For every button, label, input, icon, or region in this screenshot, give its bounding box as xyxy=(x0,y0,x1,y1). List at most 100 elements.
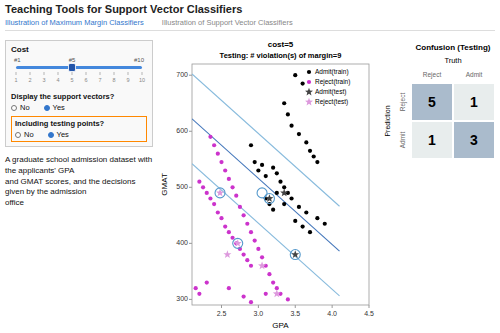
slider-tick-label: 8 xyxy=(112,77,115,83)
tab[interactable]: Illustration of Maximum Margin Classifie… xyxy=(5,18,144,27)
train-point xyxy=(238,205,242,209)
slider-tick xyxy=(44,72,45,75)
y-tick xyxy=(189,131,192,132)
train-point xyxy=(223,168,227,172)
page: Teaching Tools for Support Vector Classi… xyxy=(0,0,500,333)
slider-tick-label: 7 xyxy=(98,77,101,83)
train-point xyxy=(297,132,301,136)
train-point xyxy=(308,149,312,153)
slider-max-label: #10 xyxy=(134,57,145,63)
cm-cell xyxy=(412,84,452,120)
train-point xyxy=(249,300,253,304)
slider-tick xyxy=(58,72,59,75)
x-tick xyxy=(332,305,333,308)
boundary-line xyxy=(192,119,340,251)
train-point xyxy=(286,297,290,301)
y-tick-label: 300 xyxy=(176,295,188,302)
train-point xyxy=(208,196,212,200)
train-point xyxy=(271,280,275,284)
x-tick xyxy=(221,305,222,308)
radio-dot xyxy=(48,132,54,138)
radio-option[interactable]: Yes xyxy=(48,130,69,139)
train-point xyxy=(227,230,231,234)
plot-area xyxy=(192,73,340,304)
x-tick-label: 3.5 xyxy=(290,310,300,317)
slider-handle[interactable] xyxy=(69,64,76,72)
train-point xyxy=(197,292,201,296)
slider-tick-label: 9 xyxy=(126,77,129,83)
cm-cell xyxy=(454,84,494,120)
train-point xyxy=(293,73,297,77)
train-point xyxy=(245,222,249,226)
x-tick xyxy=(369,305,370,308)
x-axis-label: GPA xyxy=(272,321,289,330)
slider-tick-label: 4 xyxy=(56,77,59,83)
slider-tick xyxy=(16,72,17,75)
train-point xyxy=(293,219,297,223)
test-point xyxy=(273,290,281,298)
tabs: Illustration of Maximum Margin Classifie… xyxy=(5,18,495,31)
train-point xyxy=(201,185,205,189)
train-point xyxy=(275,171,279,175)
cm-cell-label: 1 xyxy=(428,132,436,148)
slider-tick xyxy=(72,72,73,75)
y-tick-label: 500 xyxy=(176,183,188,190)
cm-cell-label: 3 xyxy=(470,132,478,148)
y-tick xyxy=(189,75,192,76)
x-tick-label: 3.0 xyxy=(254,310,264,317)
train-point xyxy=(282,101,286,105)
train-point xyxy=(271,166,275,170)
legend-marker xyxy=(307,80,311,84)
x-tick-label: 4.0 xyxy=(327,310,337,317)
radio-option[interactable]: No xyxy=(15,130,34,139)
train-point xyxy=(249,143,253,147)
tab[interactable]: Illustration of Support Vector Classifie… xyxy=(162,18,293,27)
slider-tick-label: 2 xyxy=(28,77,31,83)
legend: Admit(train)Reject(train)Admit(test)Reje… xyxy=(305,68,350,106)
train-point xyxy=(282,202,286,206)
x-tick xyxy=(258,305,259,308)
radio-option[interactable]: Yes xyxy=(44,103,65,112)
x-tick xyxy=(295,305,296,308)
train-point xyxy=(219,160,223,164)
cm-row-label: Reject xyxy=(399,93,407,112)
train-point xyxy=(219,216,223,220)
train-point xyxy=(323,222,327,226)
radio-option[interactable]: No xyxy=(11,103,30,112)
slider-tick xyxy=(30,72,31,75)
slider-tick xyxy=(86,72,87,75)
y-tick-label: 600 xyxy=(176,127,188,134)
train-point xyxy=(271,208,275,212)
control-panel: Cost#1#5#1012345678910Display the suppor… xyxy=(5,40,153,209)
train-point xyxy=(297,205,301,209)
train-point xyxy=(197,180,201,184)
slider-tick-label: 5 xyxy=(70,77,73,83)
radio-group: Display the support vectors?NoYes xyxy=(11,92,147,112)
test-point xyxy=(291,250,299,258)
cm-cell xyxy=(412,122,452,158)
train-point xyxy=(245,258,249,262)
train-point xyxy=(289,124,293,128)
train-point xyxy=(256,168,260,172)
train-point xyxy=(260,255,264,259)
train-point xyxy=(286,112,290,116)
radio-text: No xyxy=(24,130,34,139)
train-point xyxy=(308,230,312,234)
cm-title: Confusion (Testing) xyxy=(416,43,491,52)
slider-tick xyxy=(114,72,115,75)
cm-col-label: Reject xyxy=(423,71,442,79)
slider-tick xyxy=(142,72,143,75)
y-tick xyxy=(189,299,192,300)
slider-tick-label: 1 xyxy=(14,77,17,83)
train-point xyxy=(242,252,246,256)
description: A graduate school admission dataset with… xyxy=(5,155,153,209)
slider-min-label: #1 xyxy=(14,57,21,63)
train-point xyxy=(289,196,293,200)
train-point xyxy=(242,294,246,298)
train-point xyxy=(194,286,198,290)
train-point xyxy=(242,213,246,217)
x-tick-label: 2.5 xyxy=(217,310,227,317)
slider-tick-label: 3 xyxy=(42,77,45,83)
train-point xyxy=(227,177,231,181)
cm-cell-label: 5 xyxy=(428,94,436,110)
